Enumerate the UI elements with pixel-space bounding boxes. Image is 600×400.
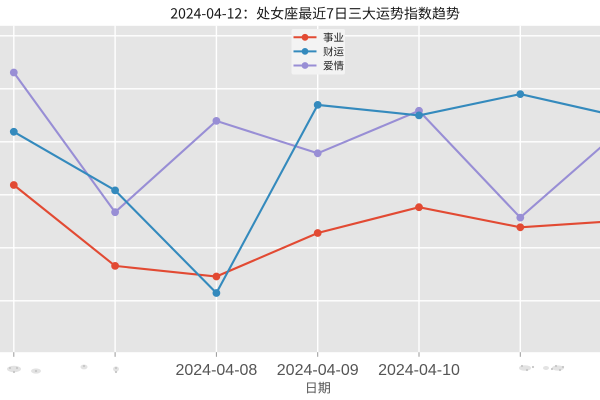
svg-text:2024-04-10: 2024-04-10 (378, 362, 460, 379)
svg-text:2024-04-08: 2024-04-08 (175, 362, 257, 379)
svg-text:2024-04-09: 2024-04-09 (277, 362, 359, 379)
